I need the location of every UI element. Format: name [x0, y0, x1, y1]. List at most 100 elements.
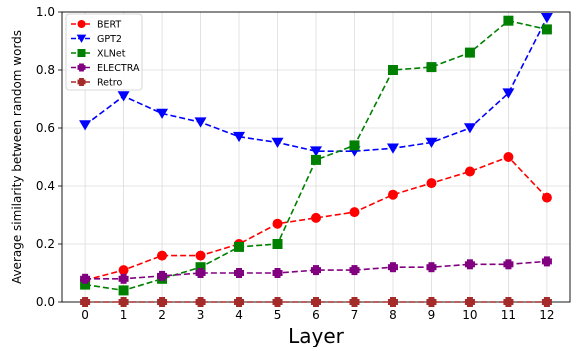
legend: BERT GPT2 XLNet ELECTRA Retro: [65, 13, 143, 91]
data-point-bert: [157, 250, 168, 261]
data-point-gpt2: [425, 137, 438, 148]
y-axis-label: Average similarity between random words: [10, 30, 24, 284]
data-point-xlnet: [272, 239, 283, 249]
data-point-electra: [464, 259, 475, 270]
data-point-retro: [157, 297, 168, 307]
data-point-bert: [272, 218, 283, 229]
data-point-gpt2: [463, 123, 476, 134]
data-point-retro: [272, 297, 283, 307]
marker-bar: [82, 297, 89, 307]
data-point-electra: [541, 256, 552, 267]
data-point-retro: [349, 297, 360, 307]
x-tick-label: 3: [197, 308, 205, 322]
series-bert: [80, 152, 552, 286]
data-point-retro: [118, 297, 129, 307]
marker-bar: [274, 268, 281, 278]
data-point-retro: [80, 297, 91, 307]
data-point-electra: [426, 262, 437, 273]
data-point-xlnet: [234, 241, 245, 252]
data-point-gpt2: [502, 88, 515, 99]
x-tick-label: 11: [501, 308, 516, 322]
marker-bar: [236, 268, 243, 278]
data-point-electra: [503, 259, 514, 270]
marker-bar: [197, 297, 204, 307]
marker-bar: [120, 297, 127, 307]
data-point-gpt2: [386, 143, 399, 154]
marker-bar: [543, 297, 550, 307]
marker-bar: [313, 265, 319, 276]
data-point-gpt2: [194, 117, 207, 128]
legend-label: XLNet: [97, 49, 126, 60]
x-tick-label: 2: [158, 308, 166, 322]
legend-label: GPT2: [97, 34, 122, 45]
data-point-gpt2: [540, 13, 553, 24]
marker-bar: [82, 273, 89, 284]
data-point-retro: [541, 297, 552, 307]
y-tick-label: 0.0: [36, 295, 55, 309]
marker-bar: [428, 297, 435, 307]
marker-bar: [505, 297, 512, 307]
series-retro: [80, 297, 552, 307]
data-point-retro: [464, 297, 475, 307]
data-point-gpt2: [233, 131, 246, 143]
data-point-retro: [387, 297, 398, 307]
marker-bar: [351, 265, 358, 276]
x-tick-label: 5: [274, 308, 282, 322]
marker-bar: [389, 262, 396, 273]
legend-marker: [77, 63, 86, 72]
data-point-xlnet: [311, 154, 321, 165]
marker-bar: [313, 297, 319, 307]
data-point-retro: [503, 297, 514, 307]
x-tick-label: 8: [389, 308, 397, 322]
y-tick-label: 1.0: [36, 5, 55, 19]
data-point-electra: [272, 268, 283, 278]
data-point-bert: [195, 250, 206, 261]
data-point-bert: [503, 152, 514, 162]
data-point-electra: [349, 265, 360, 276]
x-tick-label: 4: [235, 308, 243, 322]
data-point-bert: [349, 207, 360, 218]
data-point-xlnet: [387, 65, 398, 75]
data-point-electra: [157, 270, 168, 281]
data-point-electra: [80, 273, 91, 284]
data-point-electra: [195, 268, 206, 278]
marker-bar: [351, 297, 358, 307]
data-point-xlnet: [503, 15, 514, 26]
legend-marker: [77, 78, 86, 86]
legend-item-gpt2: GPT2: [71, 34, 122, 45]
data-point-bert: [541, 192, 552, 203]
data-point-xlnet: [541, 24, 552, 35]
legend-item-bert: BERT: [71, 20, 121, 31]
data-point-electra: [387, 262, 398, 273]
y-tick-label: 0.6: [36, 121, 55, 135]
data-point-gpt2: [156, 108, 169, 119]
marker-bar: [159, 270, 166, 281]
x-tick-label: 12: [539, 308, 554, 322]
data-point-xlnet: [349, 140, 360, 151]
marker-bar: [79, 63, 84, 72]
x-tick-label: 0: [81, 308, 89, 322]
x-tick-label: 6: [312, 308, 320, 322]
marker-bar: [466, 297, 473, 307]
data-point-electra: [311, 265, 321, 276]
legend-label: BERT: [97, 20, 121, 31]
data-point-electra: [234, 268, 245, 278]
marker-bar: [120, 273, 127, 284]
y-tick-label: 0.2: [36, 237, 55, 251]
data-point-xlnet: [118, 285, 129, 296]
series-electra: [80, 256, 552, 284]
legend-marker: [77, 20, 86, 28]
data-point-xlnet: [464, 47, 475, 58]
marker-bar: [505, 259, 512, 270]
data-point-bert: [464, 166, 475, 177]
data-point-gpt2: [117, 91, 130, 102]
x-axis-label: Layer: [288, 324, 345, 347]
marker-bar: [236, 297, 243, 307]
data-point-retro: [311, 297, 321, 307]
data-point-xlnet: [80, 279, 91, 290]
marker-bar: [274, 297, 281, 307]
marker-bar: [79, 78, 84, 86]
marker-bar: [197, 268, 204, 278]
